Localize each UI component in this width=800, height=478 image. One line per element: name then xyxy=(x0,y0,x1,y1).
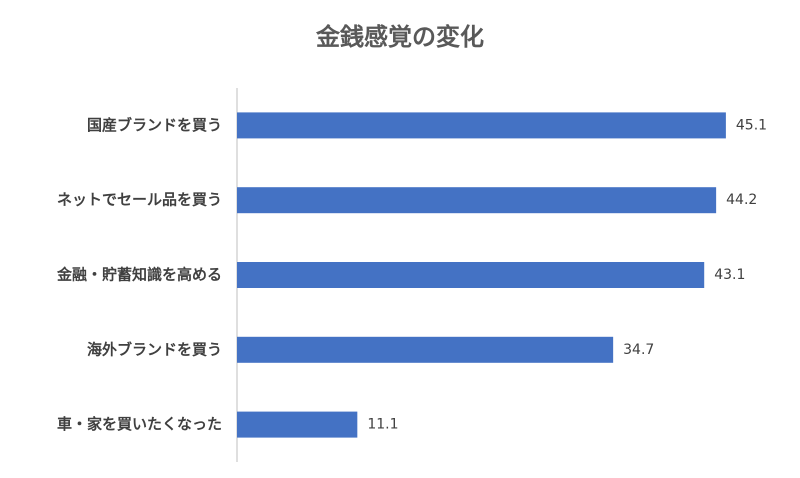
data-label: 43.1 xyxy=(714,267,745,283)
data-label: 45.1 xyxy=(736,117,767,133)
data-label: 11.1 xyxy=(367,417,398,433)
bar xyxy=(237,411,358,438)
bar xyxy=(237,112,726,139)
y-tick-label: 車・家を買いたくなった xyxy=(57,415,222,433)
y-tick-label: ネットでセール品を買う xyxy=(57,191,222,209)
y-tick-label: 海外ブランドを買う xyxy=(87,340,222,358)
y-tick-label: 金融・貯蓄知識を高める xyxy=(56,266,222,284)
chart-title: 金銭感覚の変化 xyxy=(315,23,484,51)
bar xyxy=(237,262,705,288)
data-label: 44.2 xyxy=(726,192,757,208)
y-tick-label: 国産ブランドを買う xyxy=(87,116,222,134)
data-label: 34.7 xyxy=(623,342,654,358)
bar xyxy=(237,187,717,214)
bar xyxy=(237,336,614,363)
